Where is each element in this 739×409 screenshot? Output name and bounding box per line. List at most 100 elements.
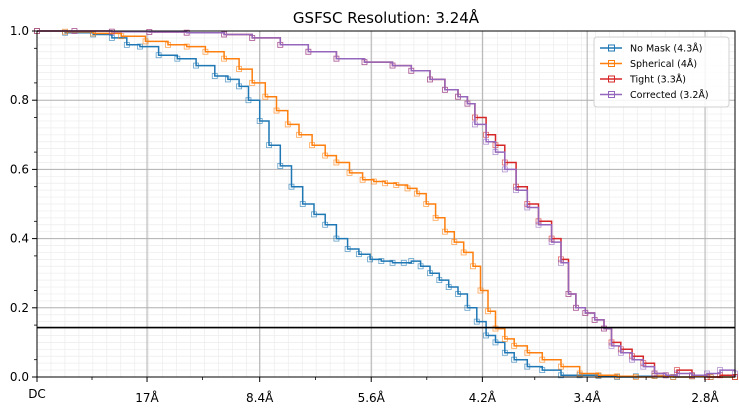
series-point-marker [299, 201, 306, 207]
series-point-marker [221, 31, 228, 38]
series-point-marker [417, 263, 424, 270]
series-point-marker [221, 55, 228, 62]
series-point-marker [393, 182, 400, 188]
chart-title: GSFSC Resolution: 3.24Å [293, 8, 480, 27]
series-point-marker [333, 55, 340, 62]
x-tick-label: 3.4Å [574, 390, 602, 405]
series-point-marker [288, 183, 295, 190]
series-point-marker [558, 363, 564, 370]
series-point-marker [511, 356, 518, 363]
x-tick-label: 5.6Å [358, 390, 386, 405]
series-point-marker [576, 370, 583, 377]
series-point-marker [193, 62, 199, 69]
series-point-marker [236, 83, 243, 90]
legend-label: No Mask (4.3Å) [630, 43, 702, 55]
series-point-marker [535, 221, 542, 228]
series-point-marker [284, 121, 291, 128]
series-point-marker [378, 258, 385, 264]
x-tick-label: DC [28, 387, 46, 401]
series-point-marker [309, 142, 315, 149]
series-point-marker [262, 93, 269, 100]
series-point-marker [137, 43, 143, 50]
series-point-marker [296, 131, 302, 138]
y-tick-label: 0.6 [10, 162, 29, 176]
series-point-marker [558, 372, 564, 379]
series-point-marker [359, 176, 366, 183]
series-point-marker [311, 211, 317, 218]
legend-swatch-marker [608, 75, 615, 83]
series-point-marker [629, 356, 635, 363]
series-point-marker [370, 178, 377, 185]
series-point-marker [224, 76, 231, 83]
series-point-marker [322, 221, 329, 228]
series-point-marker [432, 214, 439, 221]
series-point-marker [513, 187, 519, 194]
series-point-marker [492, 325, 499, 332]
series-point-marker [344, 246, 351, 252]
series-point-marker [524, 204, 531, 211]
series-point-marker [367, 256, 373, 263]
series-point-marker [427, 270, 433, 277]
series-point-marker [573, 304, 579, 311]
series-point-marker [601, 325, 607, 332]
axes-frame [36, 30, 736, 378]
series-point-marker [174, 55, 181, 62]
series-point-marker [400, 259, 407, 266]
tick-layer: DC 17Å 8.4Å 5.6Å 4.2Å 3.4Å 2.8Å 0.0 0.2 0.4 0.6 0.8… [10, 24, 720, 405]
series-point-marker [608, 342, 615, 349]
series-point-marker [558, 259, 564, 266]
series-point-marker [322, 152, 329, 159]
series-point-marker [165, 41, 171, 48]
y-tick-label: 0.2 [10, 301, 29, 315]
series-point-marker [142, 38, 149, 45]
series-point-marker [123, 41, 130, 48]
series-point-marker [404, 185, 411, 192]
legend-swatch-marker [608, 91, 615, 98]
series-point-marker [155, 52, 162, 59]
legend-box [593, 36, 730, 108]
legend-swatch-marker [608, 44, 615, 52]
series-point-marker [346, 169, 353, 176]
series-point-marker [183, 43, 190, 50]
x-tick-label: 17Å [135, 390, 159, 405]
series-point-marker [674, 370, 680, 377]
series-point-marker [183, 29, 190, 36]
x-tick-label: 8.4Å [246, 390, 274, 405]
series-point-marker [501, 166, 508, 173]
series-point-marker [273, 107, 280, 114]
series-point-marker [202, 48, 209, 55]
series-point-marker [539, 367, 546, 373]
y-tick-label: 1.0 [10, 24, 29, 38]
series-point-marker [382, 180, 388, 187]
series-point-marker [485, 308, 491, 315]
series-point-marker [470, 263, 476, 270]
x-tick-label: 2.8Å [691, 390, 719, 405]
series-point-marker [464, 100, 471, 107]
series-point-marker [689, 372, 695, 379]
series-point-marker [460, 249, 467, 256]
series-point-marker [477, 287, 484, 294]
series-point-marker [333, 235, 340, 242]
series-point-marker [492, 149, 499, 156]
series-point-marker [471, 121, 478, 128]
series-point-marker [408, 67, 415, 74]
series-point-marker [442, 228, 448, 235]
series-point-marker [591, 317, 598, 323]
series-1 [34, 28, 738, 380]
series-point-marker [582, 310, 589, 316]
series-point-marker [455, 93, 461, 100]
series-point-marker [651, 370, 658, 377]
series-point-marker [245, 97, 252, 104]
series-point-marker [118, 33, 125, 40]
series-point-marker [108, 28, 115, 35]
series-point-marker [483, 138, 490, 145]
series-0 [34, 28, 738, 380]
series-line [37, 30, 735, 378]
y-tick-label: 0.0 [10, 370, 29, 384]
series-point-marker [389, 259, 396, 266]
series-line [37, 30, 735, 378]
series-point-marker [249, 35, 256, 41]
series-point-marker [524, 349, 531, 356]
series-point-marker [333, 159, 340, 166]
